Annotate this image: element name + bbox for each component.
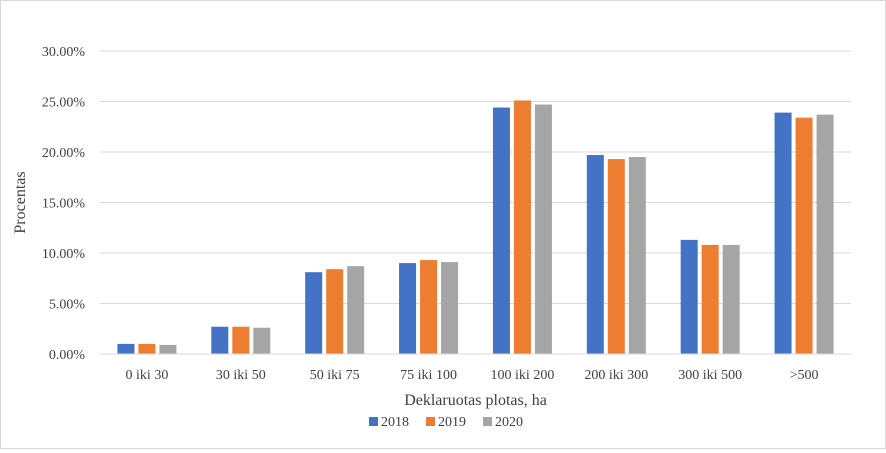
bar-2018-2: [305, 272, 323, 354]
y-tick-label: 15.00%: [42, 197, 86, 212]
legend-label: 2018: [381, 415, 409, 430]
legend-label: 2019: [438, 415, 466, 430]
bar-2020-3: [441, 262, 459, 354]
legend-label: 2020: [495, 415, 523, 430]
bar-2018-1: [211, 326, 229, 354]
x-tick-label: 30 iki 50: [216, 368, 266, 383]
x-tick-label: 0 iki 30: [126, 368, 169, 383]
y-axis-tick-labels: 0.00% 5.00% 10.00% 15.00% 20.00% 25.00% 30.00%: [42, 45, 86, 363]
y-tick-label: 20.00%: [42, 146, 86, 161]
bar-2018-6: [680, 239, 698, 354]
y-axis-title: Procentas: [12, 171, 29, 233]
bar-2020-1: [253, 327, 271, 354]
x-tick-label: 100 iki 200: [491, 368, 555, 383]
y-tick-label: 0.00%: [49, 348, 86, 363]
bar-2019-4: [513, 100, 531, 355]
bar-2019-0: [138, 343, 156, 354]
legend-swatch-2020: [483, 417, 492, 426]
y-tick-label: 30.00%: [42, 45, 86, 60]
bar-2020-2: [347, 266, 365, 354]
bar-2018-3: [399, 263, 417, 354]
y-tick-label: 5.00%: [49, 298, 86, 313]
legend-swatch-2018: [369, 417, 378, 426]
bar-2019-1: [232, 326, 250, 354]
y-tick-label: 25.00%: [42, 96, 86, 111]
bar-2019-6: [701, 244, 719, 354]
bar-2018-0: [117, 343, 135, 354]
bar-2020-5: [628, 157, 646, 354]
x-tick-label: 50 iki 75: [310, 368, 360, 383]
bar-2020-6: [722, 244, 740, 354]
x-tick-label: 300 iki 500: [678, 368, 742, 383]
x-axis-tick-labels: 0 iki 30 30 iki 50 50 iki 75 75 iki 100 100 …: [126, 368, 819, 383]
bar-2018-4: [492, 107, 510, 354]
bar-2019-7: [795, 117, 813, 354]
bar-2018-7: [774, 112, 792, 354]
legend: 2018 2019 2020: [369, 415, 523, 430]
bar-2020-4: [534, 104, 552, 354]
bar-2019-5: [607, 159, 625, 354]
y-tick-label: 10.00%: [42, 247, 86, 262]
bar-2019-3: [420, 260, 438, 354]
x-axis-title: Deklaruotas plotas, ha: [404, 392, 547, 409]
x-tick-label: >500: [790, 368, 819, 383]
bar-2018-5: [586, 155, 604, 354]
legend-swatch-2019: [426, 417, 435, 426]
bars: [117, 100, 834, 355]
x-tick-label: 75 iki 100: [400, 368, 457, 383]
bar-2019-2: [326, 269, 344, 354]
x-tick-label: 200 iki 300: [584, 368, 648, 383]
bar-2020-0: [159, 344, 177, 354]
bar-2020-7: [816, 114, 834, 354]
